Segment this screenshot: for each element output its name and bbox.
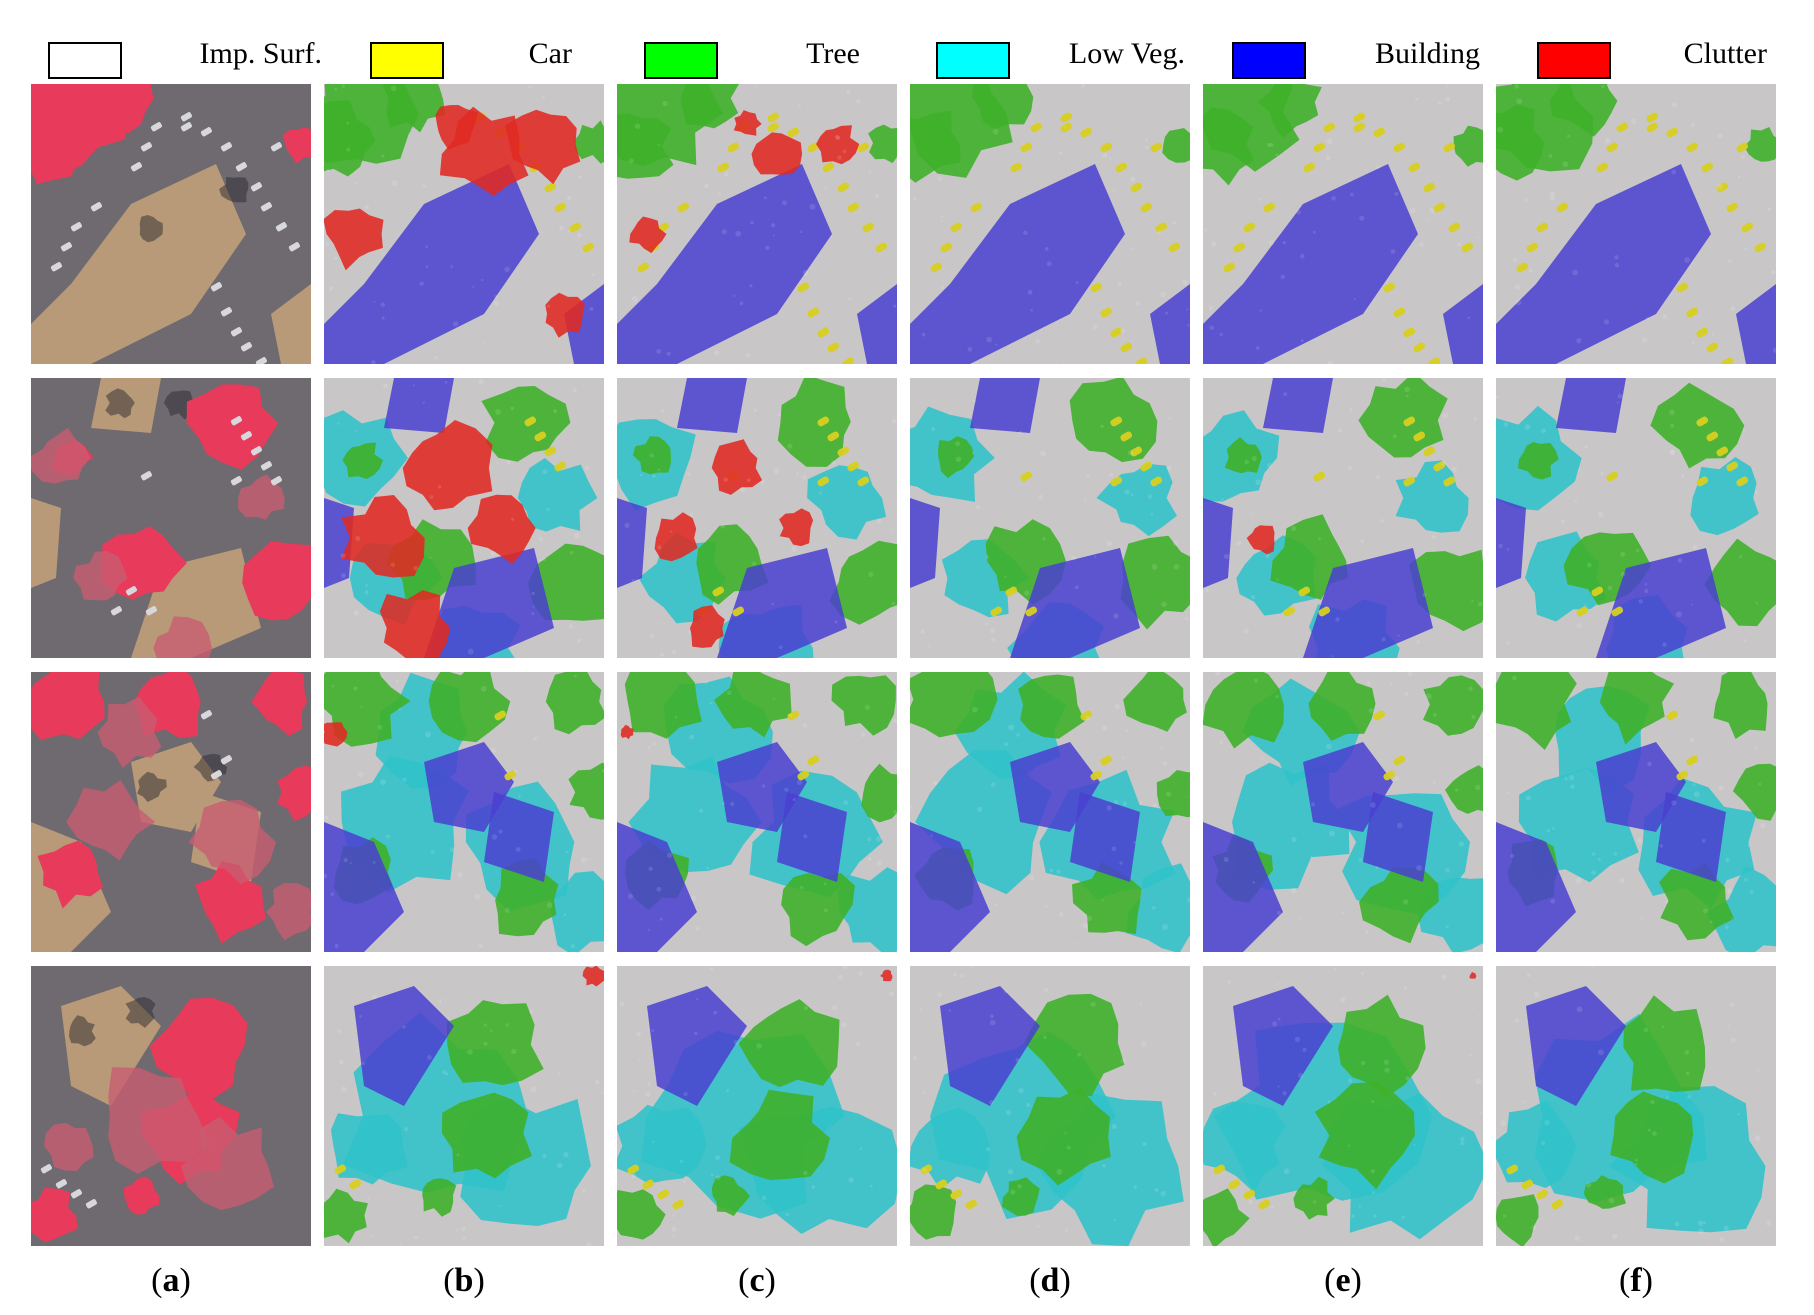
column-label-d: (d) xyxy=(1010,1262,1090,1300)
column-label-a: (a) xyxy=(131,1262,211,1300)
segmentation-result-d-row-3 xyxy=(910,672,1190,952)
segmentation-result-b-row-1 xyxy=(324,84,604,364)
segmentation-result-e-row-2 xyxy=(1203,378,1483,658)
segmentation-result-b-row-2 xyxy=(324,378,604,658)
column-label-close-paren: ) xyxy=(1350,1262,1362,1299)
segmentation-result-e-row-1 xyxy=(1203,84,1483,364)
column-label-open-paren: ( xyxy=(1324,1262,1336,1299)
legend-label-clutter: Clutter xyxy=(1683,37,1767,70)
column-label-open-paren: ( xyxy=(1029,1262,1041,1299)
legend-label-car: Car xyxy=(528,37,572,70)
column-label-letter: f xyxy=(1630,1262,1642,1299)
input-image-row-2 xyxy=(31,378,311,658)
segmentation-result-c-row-3 xyxy=(617,672,897,952)
segmentation-result-e-row-4 xyxy=(1203,966,1483,1246)
segmentation-result-c-row-2 xyxy=(617,378,897,658)
segmentation-result-d-row-4 xyxy=(910,966,1190,1246)
column-label-c: (c) xyxy=(717,1262,797,1300)
class-legend: Imp. Surf. Car Tree Low Veg. Building Clutter xyxy=(0,0,1814,90)
legend-swatch-low-veg xyxy=(936,42,1010,79)
column-label-e: (e) xyxy=(1303,1262,1383,1300)
column-label-close-paren: ) xyxy=(764,1262,776,1299)
input-image-row-1 xyxy=(31,84,311,364)
column-label-letter: e xyxy=(1335,1262,1351,1299)
column-label-letter: a xyxy=(162,1262,180,1299)
segmentation-result-f-row-1 xyxy=(1496,84,1776,364)
legend-label-tree: Tree xyxy=(806,37,860,70)
column-label-open-paren: ( xyxy=(738,1262,750,1299)
column-label-b: (b) xyxy=(424,1262,504,1300)
legend-swatch-tree xyxy=(644,42,718,79)
column-label-close-paren: ) xyxy=(179,1262,191,1299)
column-label-open-paren: ( xyxy=(443,1262,455,1299)
column-label-open-paren: ( xyxy=(1619,1262,1631,1299)
segmentation-result-b-row-3 xyxy=(324,672,604,952)
segmentation-result-c-row-1 xyxy=(617,84,897,364)
segmentation-result-b-row-4 xyxy=(324,966,604,1246)
segmentation-result-c-row-4 xyxy=(617,966,897,1246)
column-label-letter: d xyxy=(1040,1262,1060,1299)
legend-label-imp-surf: Imp. Surf. xyxy=(199,37,323,70)
input-image-row-3 xyxy=(31,672,311,952)
legend-swatch-building xyxy=(1232,42,1306,79)
column-label-close-paren: ) xyxy=(473,1262,485,1299)
segmentation-result-d-row-2 xyxy=(910,378,1190,658)
input-image-row-4 xyxy=(31,966,311,1246)
column-label-open-paren: ( xyxy=(151,1262,163,1299)
results-grid xyxy=(31,84,1776,1246)
column-label-close-paren: ) xyxy=(1059,1262,1071,1299)
column-label-close-paren: ) xyxy=(1641,1262,1653,1299)
column-label-letter: c xyxy=(749,1262,765,1299)
segmentation-result-d-row-1 xyxy=(910,84,1190,364)
segmentation-result-e-row-3 xyxy=(1203,672,1483,952)
legend-label-building: Building xyxy=(1374,37,1480,70)
segmentation-result-f-row-2 xyxy=(1496,378,1776,658)
column-label-f: (f) xyxy=(1596,1262,1676,1300)
column-label-letter: b xyxy=(454,1262,474,1299)
legend-label-low-veg: Low Veg. xyxy=(1068,37,1185,70)
segmentation-result-f-row-3 xyxy=(1496,672,1776,952)
segmentation-result-f-row-4 xyxy=(1496,966,1776,1246)
legend-swatch-car xyxy=(370,42,444,79)
legend-swatch-clutter xyxy=(1537,42,1611,79)
legend-swatch-imp-surf xyxy=(48,42,122,79)
